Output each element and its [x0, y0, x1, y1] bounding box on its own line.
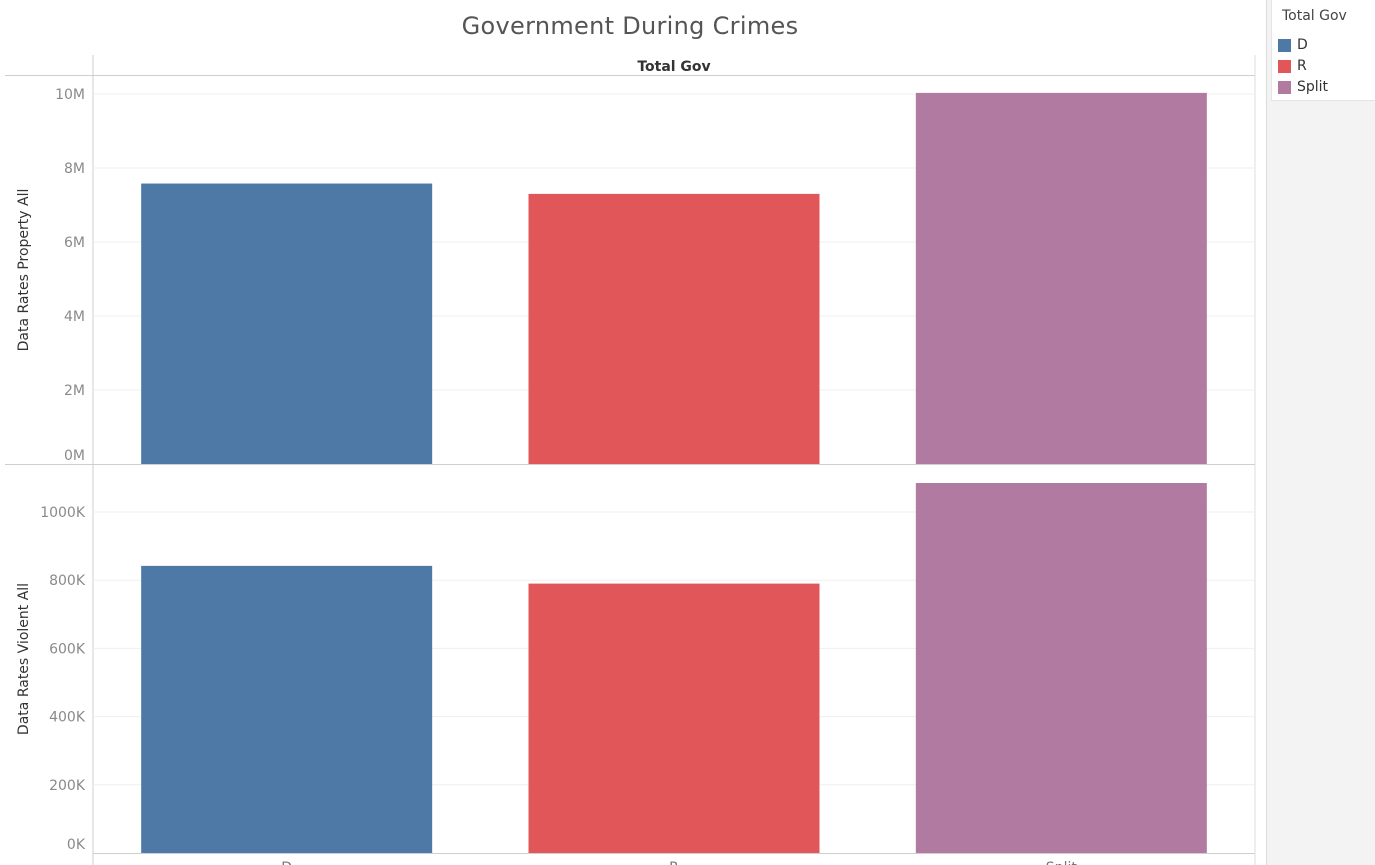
- legend-label-d: D: [1297, 37, 1308, 53]
- y-tick-label: 600K: [49, 641, 86, 657]
- legend-swatch-d: [1278, 38, 1291, 52]
- legend-label-r: R: [1297, 58, 1307, 74]
- legend-label-split: Split: [1297, 79, 1329, 95]
- legend-item-r[interactable]: R: [1278, 57, 1307, 75]
- bar-split-panel-1[interactable]: [915, 92, 1207, 464]
- x-tick-label: D: [281, 860, 292, 865]
- y-axis-title: Data Rates Violent All: [16, 583, 32, 735]
- legend-swatch-r: [1278, 59, 1291, 73]
- chart-title: Government During Crimes: [461, 12, 799, 40]
- legend-panel: Total Gov D R Split: [1266, 0, 1375, 865]
- y-tick-label: 6M: [64, 235, 85, 251]
- chart-area: Total Gov 0M 2M 4M 6M 8M 10M Data Rates Proper…: [5, 55, 1256, 865]
- x-tick-label: R: [669, 860, 679, 865]
- legend-item-d[interactable]: D: [1278, 36, 1308, 54]
- y-tick-label: 10M: [55, 87, 85, 103]
- panel-1: 0M 2M 4M 6M 8M 10M Data Rates Property All: [16, 87, 1255, 465]
- bar-r-panel-1[interactable]: [528, 193, 820, 464]
- column-header: Total Gov: [637, 59, 710, 75]
- y-tick-label: 8M: [64, 161, 85, 177]
- y-tick-label: 2M: [64, 383, 85, 399]
- chart-frame: [5, 55, 1256, 865]
- legend-item-split[interactable]: Split: [1278, 78, 1328, 96]
- bar-d-panel-1[interactable]: [141, 183, 433, 465]
- bar-split-panel-2[interactable]: [915, 483, 1207, 853]
- y-tick-label: 200K: [49, 778, 86, 794]
- legend-swatch-split: [1278, 80, 1291, 94]
- y-tick-label: 1000K: [40, 505, 86, 521]
- y-tick-label: 0K: [67, 837, 86, 853]
- x-tick-label: Split: [1046, 860, 1078, 865]
- legend-title: Total Gov: [1282, 8, 1347, 24]
- y-axis-title: Data Rates Property All: [16, 189, 32, 352]
- legend[interactable]: Total Gov D R Split: [1271, 0, 1375, 101]
- bar-r-panel-2[interactable]: [528, 583, 820, 853]
- y-tick-label: 4M: [64, 309, 85, 325]
- y-tick-label: 800K: [49, 573, 86, 589]
- y-tick-label: 400K: [49, 710, 86, 726]
- y-tick-label: 0M: [64, 448, 85, 464]
- bar-d-panel-2[interactable]: [141, 565, 433, 853]
- panel-2: 0K 200K 400K 600K 800K 1000K Data Rates Violen…: [16, 483, 1255, 853]
